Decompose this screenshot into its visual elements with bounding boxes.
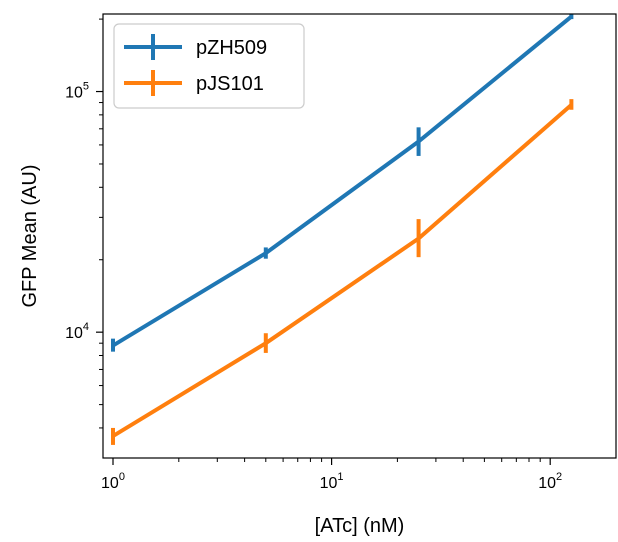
legend-label: pJS101: [196, 73, 264, 95]
legend: pZH509 pJS101: [113, 23, 305, 109]
series-line: [111, 14, 573, 348]
x-axis-label: [ATc] (nM): [315, 515, 405, 537]
x-tick-label: 101: [320, 471, 344, 492]
legend-label: pZH509: [196, 37, 267, 59]
y-axis-label: GFP Mean (AU): [19, 165, 41, 308]
series-pZH509: [111, 14, 574, 352]
plot-frame: [102, 13, 617, 459]
series-pJS101: [111, 99, 574, 445]
x-tick-label: 100: [101, 471, 125, 492]
plot-lines: [111, 14, 574, 445]
axis-ticks: 100 101 102 104 105: [65, 18, 562, 492]
series-line: [111, 103, 573, 438]
y-tick-label: 104: [65, 321, 89, 342]
x-tick-label: 102: [538, 471, 562, 492]
y-tick-label: 105: [65, 81, 89, 102]
